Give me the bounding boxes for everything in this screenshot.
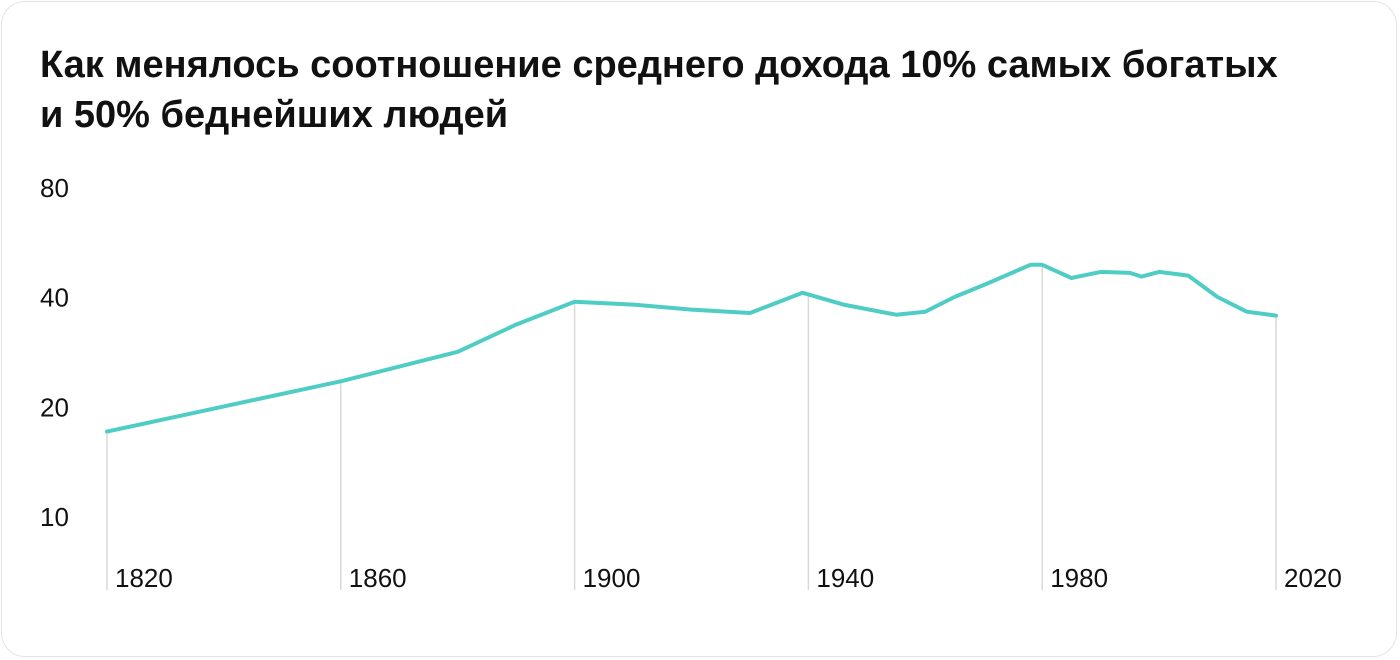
chart-title: Как менялось соотношение среднего дохода… [40, 44, 1278, 136]
y-tick-label: 20 [40, 392, 69, 422]
line [105, 262, 1278, 434]
y-tick-label: 10 [40, 502, 69, 532]
x-tick-label: 1940 [816, 563, 874, 593]
x-tick-label: 1900 [583, 563, 641, 593]
y-tick-label: 40 [40, 283, 69, 313]
x-tick-label: 1860 [349, 563, 407, 593]
x-tick-label: 1980 [1050, 563, 1108, 593]
x-tick-label: 1820 [115, 563, 173, 593]
y-tick-label: 80 [40, 173, 69, 203]
x-tick-label: 2020 [1284, 563, 1342, 593]
